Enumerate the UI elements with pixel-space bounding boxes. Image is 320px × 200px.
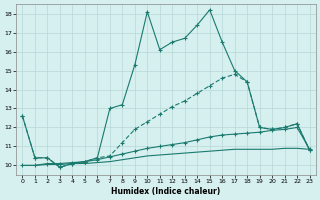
X-axis label: Humidex (Indice chaleur): Humidex (Indice chaleur): [111, 187, 221, 196]
